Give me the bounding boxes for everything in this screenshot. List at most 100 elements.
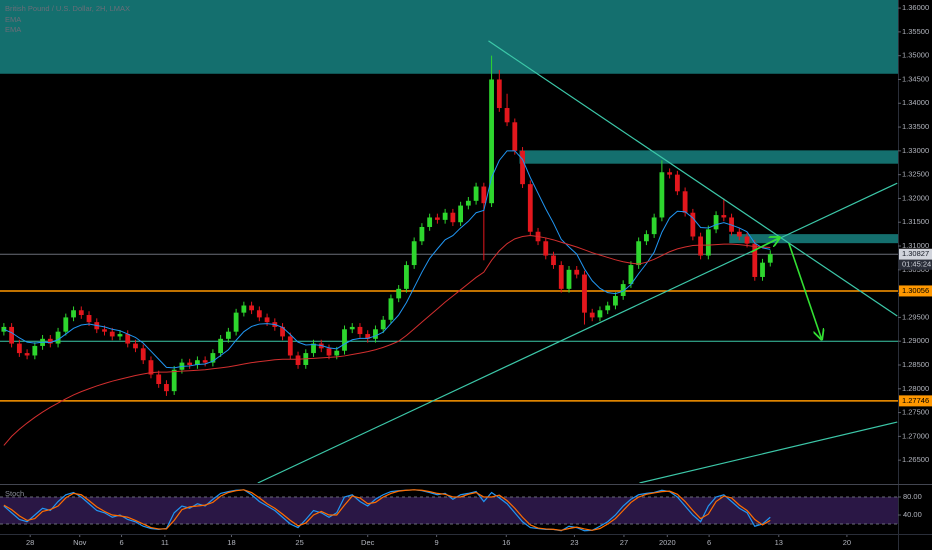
candle-body bbox=[613, 295, 618, 306]
x-tick-label: 28 bbox=[26, 538, 34, 547]
x-tick-label: 11 bbox=[161, 538, 169, 547]
y-tick-label: 1.34500 bbox=[902, 74, 929, 83]
trend-line bbox=[639, 421, 898, 483]
y-tick-label: 1.29500 bbox=[902, 312, 929, 321]
y-tick-label: 1.28500 bbox=[902, 360, 929, 369]
price-label: 1.27746 bbox=[902, 396, 929, 405]
y-tick-label: 80.00 bbox=[903, 492, 922, 501]
y-tick-label: 1.31500 bbox=[902, 217, 929, 226]
y-tick-label: 1.36000 bbox=[902, 3, 929, 12]
y-tick-label: 1.29000 bbox=[902, 336, 929, 345]
candle-body bbox=[164, 384, 169, 392]
candle-body bbox=[47, 338, 53, 344]
candle-body bbox=[349, 326, 355, 330]
x-tick-label: 16 bbox=[502, 538, 510, 547]
candle-body bbox=[674, 174, 680, 192]
candle-body bbox=[520, 150, 525, 185]
candle-body bbox=[133, 343, 138, 349]
candle-body bbox=[682, 191, 688, 213]
x-tick-label: 25 bbox=[295, 538, 303, 547]
candle-body bbox=[357, 326, 363, 335]
x-tick-label: 6 bbox=[707, 538, 711, 547]
candle-body bbox=[434, 217, 440, 220]
candle-body bbox=[504, 108, 510, 123]
candle-body bbox=[458, 205, 464, 223]
zone bbox=[0, 0, 898, 74]
candle-body bbox=[373, 329, 378, 339]
arrow bbox=[788, 242, 822, 338]
candle-body bbox=[574, 269, 580, 275]
candle-body bbox=[744, 236, 750, 244]
candle-body bbox=[605, 305, 611, 311]
zone bbox=[729, 234, 898, 244]
candle-body bbox=[256, 310, 262, 318]
countdown-box bbox=[899, 259, 932, 270]
price-label-box bbox=[899, 285, 932, 297]
legend-entry: EMA bbox=[5, 15, 21, 24]
y-tick-label: 1.34000 bbox=[902, 98, 929, 107]
candle-body bbox=[496, 79, 502, 109]
y-tick-label: 1.33500 bbox=[902, 122, 929, 131]
candle-body bbox=[210, 353, 216, 363]
candle-body bbox=[659, 172, 665, 218]
stoch-line bbox=[3, 489, 771, 531]
candle-body bbox=[767, 254, 773, 263]
candle-body bbox=[698, 236, 703, 256]
candle-body bbox=[16, 343, 22, 354]
candle-body bbox=[264, 317, 270, 323]
candle-body bbox=[140, 348, 146, 361]
candle-body bbox=[148, 360, 154, 375]
candle-body bbox=[380, 319, 386, 330]
candle-body bbox=[396, 288, 402, 299]
candle-body bbox=[450, 212, 456, 223]
stoch-band bbox=[0, 497, 898, 524]
candle-body bbox=[365, 334, 371, 339]
y-tick-label: 1.35500 bbox=[902, 27, 929, 36]
candle-body bbox=[582, 274, 587, 313]
candle-body bbox=[473, 186, 479, 201]
candle-body bbox=[334, 350, 340, 356]
candle-body bbox=[125, 334, 131, 344]
candle-body bbox=[620, 284, 626, 296]
x-tick-label: 6 bbox=[119, 538, 123, 547]
x-tick-label: 2020 bbox=[659, 538, 676, 547]
candle-body bbox=[156, 374, 162, 385]
y-tick-label: 40.00 bbox=[903, 510, 922, 519]
candle-body bbox=[187, 362, 193, 365]
candle-body bbox=[760, 262, 765, 277]
candle-body bbox=[78, 310, 84, 316]
candle-body bbox=[71, 310, 76, 318]
y-tick-label: 1.26500 bbox=[902, 455, 929, 464]
candle-body bbox=[636, 241, 642, 266]
candle-body bbox=[195, 360, 200, 365]
price-label: 1.30056 bbox=[902, 286, 929, 295]
candle-body bbox=[249, 305, 254, 311]
x-tick-label: 9 bbox=[435, 538, 439, 547]
candle-body bbox=[342, 329, 347, 351]
price-label-box bbox=[899, 248, 932, 260]
candle-body bbox=[752, 243, 758, 277]
candle-body bbox=[102, 329, 107, 332]
candle-body bbox=[1, 326, 7, 332]
y-tick-label: 1.27000 bbox=[902, 431, 929, 440]
candle-body bbox=[241, 305, 247, 313]
candle-body bbox=[721, 215, 727, 218]
candle-body bbox=[411, 241, 417, 266]
candle-body bbox=[589, 312, 595, 318]
trend-line bbox=[488, 40, 898, 317]
y-tick-label: 1.32500 bbox=[902, 170, 929, 179]
candle-body bbox=[295, 355, 301, 365]
candle-body bbox=[287, 336, 293, 356]
candle-body bbox=[218, 338, 224, 354]
y-tick-label: 1.35000 bbox=[902, 51, 929, 60]
ema-line bbox=[3, 150, 771, 369]
pane-title: Stoch bbox=[5, 489, 24, 498]
candle-body bbox=[442, 212, 448, 220]
x-tick-label: 13 bbox=[775, 538, 783, 547]
candle-body bbox=[527, 184, 533, 232]
price-label: 1.30827 bbox=[902, 249, 929, 258]
ema-line bbox=[3, 235, 771, 446]
candle-body bbox=[55, 331, 61, 344]
